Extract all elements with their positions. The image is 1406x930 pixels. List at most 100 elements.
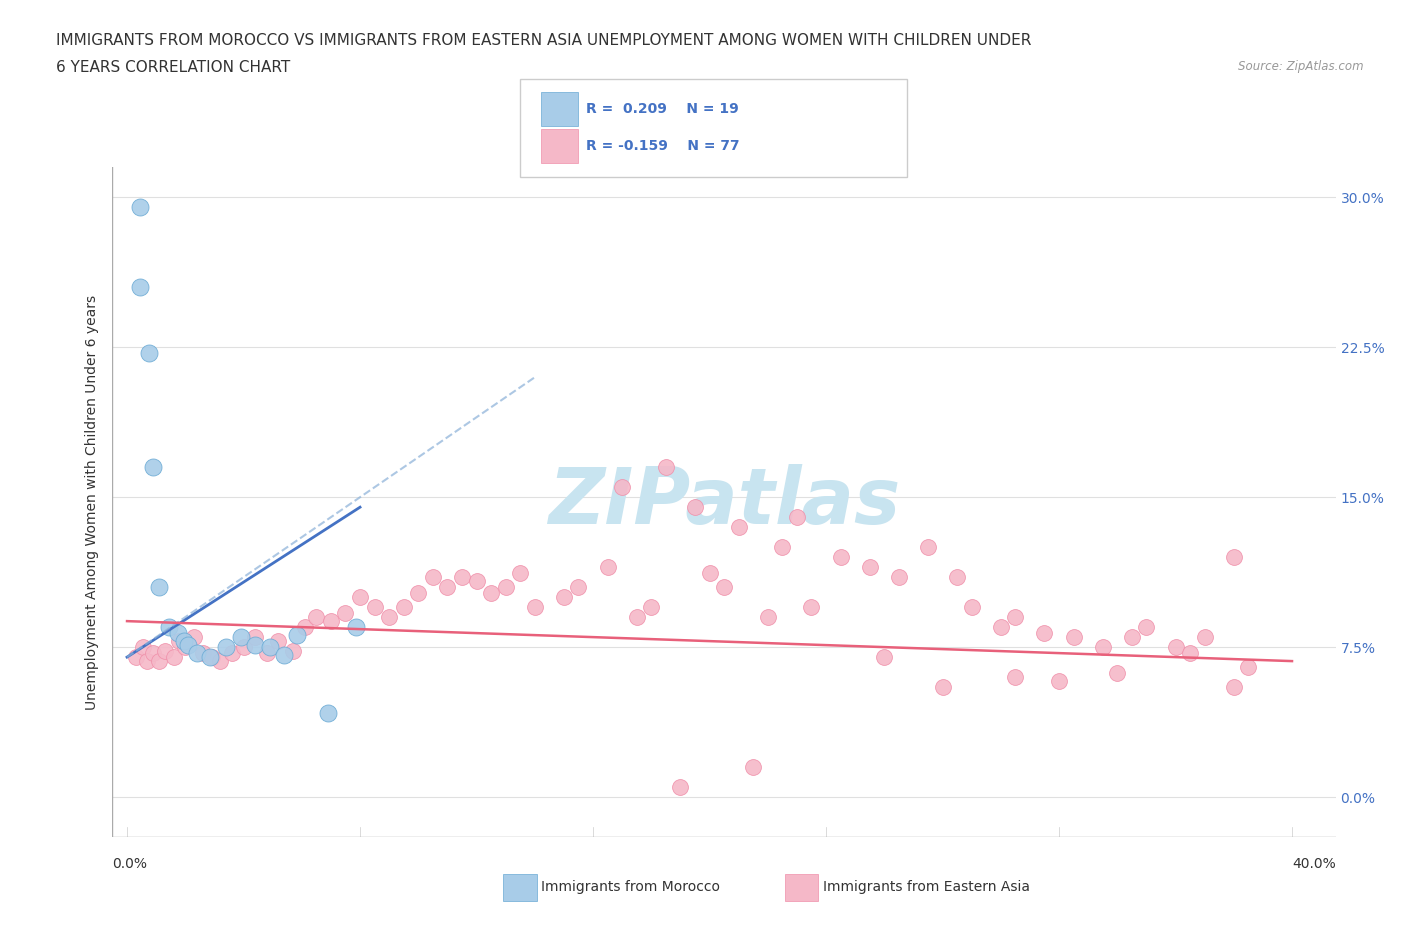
Point — [138, 346, 160, 361]
Point — [1033, 626, 1056, 641]
Point — [142, 645, 165, 660]
Point — [699, 565, 721, 580]
Point — [177, 638, 200, 653]
Point — [1047, 673, 1070, 688]
Point — [756, 610, 779, 625]
Point — [129, 200, 152, 215]
Point — [683, 499, 706, 514]
Point — [1121, 630, 1143, 644]
Point — [245, 630, 267, 644]
Point — [830, 550, 852, 565]
Point — [273, 647, 295, 662]
Text: R = -0.159    N = 77: R = -0.159 N = 77 — [586, 139, 740, 153]
Point — [287, 628, 309, 643]
Point — [363, 600, 385, 615]
Point — [167, 626, 190, 641]
Point — [495, 579, 517, 594]
Point — [136, 654, 159, 669]
Text: IMMIGRANTS FROM MOROCCO VS IMMIGRANTS FROM EASTERN ASIA UNEMPLOYMENT AMONG WOMEN: IMMIGRANTS FROM MOROCCO VS IMMIGRANTS FR… — [56, 33, 1032, 47]
Point — [142, 459, 165, 474]
Text: 0.0%: 0.0% — [112, 857, 148, 871]
Point — [640, 600, 662, 615]
Point — [148, 654, 170, 669]
Point — [873, 650, 896, 665]
Point — [742, 760, 765, 775]
Point — [610, 480, 633, 495]
Point — [479, 586, 502, 601]
Point — [256, 645, 278, 660]
Point — [125, 650, 148, 665]
Y-axis label: Unemployment Among Women with Children Under 6 years: Unemployment Among Women with Children U… — [86, 295, 100, 710]
Text: Immigrants from Morocco: Immigrants from Morocco — [541, 880, 720, 895]
Point — [567, 579, 589, 594]
Point — [960, 600, 983, 615]
Point — [1004, 670, 1026, 684]
Point — [859, 560, 882, 575]
Point — [596, 560, 619, 575]
Point — [191, 645, 214, 660]
Point — [1063, 630, 1085, 644]
Point — [917, 539, 939, 554]
Point — [229, 630, 252, 644]
Text: Source: ZipAtlas.com: Source: ZipAtlas.com — [1239, 60, 1364, 73]
Point — [990, 619, 1012, 634]
Point — [157, 619, 180, 634]
Point — [509, 565, 531, 580]
Point — [626, 610, 648, 625]
Point — [259, 640, 281, 655]
Point — [209, 654, 232, 669]
Point — [344, 619, 367, 634]
Text: R =  0.209    N = 19: R = 0.209 N = 19 — [586, 101, 740, 116]
Point — [1164, 640, 1187, 655]
Point — [800, 600, 823, 615]
Point — [887, 570, 910, 585]
Text: 6 YEARS CORRELATION CHART: 6 YEARS CORRELATION CHART — [56, 60, 291, 75]
Point — [267, 633, 290, 648]
Point — [316, 706, 339, 721]
Point — [1237, 659, 1260, 674]
Point — [422, 570, 444, 585]
Point — [132, 640, 155, 655]
Text: Immigrants from Eastern Asia: Immigrants from Eastern Asia — [823, 880, 1029, 895]
Point — [1091, 640, 1114, 655]
Point — [931, 680, 953, 695]
Point — [436, 579, 458, 594]
Point — [655, 459, 678, 474]
Point — [523, 600, 546, 615]
Point — [183, 630, 205, 644]
Point — [215, 640, 238, 655]
Point — [319, 614, 342, 629]
Point — [186, 645, 208, 660]
Point — [163, 650, 186, 665]
Point — [349, 590, 371, 604]
Point — [392, 600, 415, 615]
Point — [335, 605, 357, 620]
Point — [1004, 610, 1026, 625]
Point — [408, 586, 430, 601]
Point — [553, 590, 575, 604]
Point — [1178, 645, 1201, 660]
Point — [169, 633, 191, 648]
Point — [1222, 550, 1246, 565]
Point — [786, 510, 808, 525]
Point — [294, 619, 316, 634]
Point — [1222, 680, 1246, 695]
Point — [148, 579, 170, 594]
Point — [232, 640, 254, 655]
Point — [221, 645, 243, 660]
Point — [1194, 630, 1216, 644]
Point — [129, 280, 152, 295]
Point — [174, 640, 197, 655]
Point — [1107, 666, 1129, 681]
Point — [173, 633, 195, 648]
Point — [200, 650, 222, 665]
Point — [378, 610, 401, 625]
Point — [153, 644, 176, 658]
Point — [281, 644, 304, 658]
Point — [1135, 619, 1157, 634]
Text: 40.0%: 40.0% — [1292, 857, 1336, 871]
Point — [198, 650, 221, 665]
Text: ZIPatlas: ZIPatlas — [548, 464, 900, 540]
Point — [946, 570, 969, 585]
Point — [465, 574, 488, 589]
